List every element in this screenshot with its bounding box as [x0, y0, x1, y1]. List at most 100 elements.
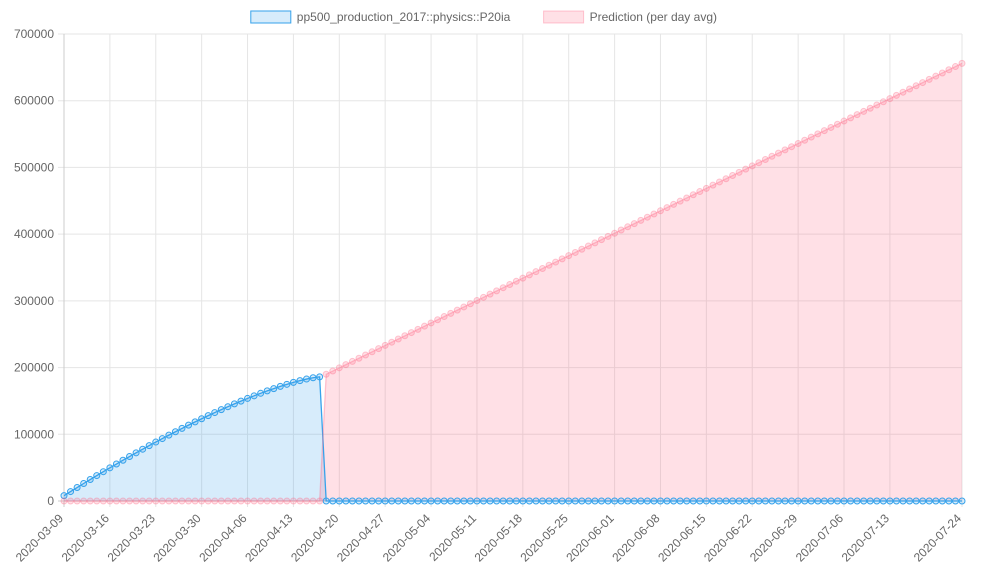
series-1-point[interactable] [919, 79, 927, 87]
series-0-point[interactable] [368, 497, 376, 505]
series-0-point[interactable] [637, 497, 645, 505]
series-1-point[interactable] [781, 146, 789, 154]
series-1-point[interactable] [912, 82, 920, 90]
series-0-point[interactable] [938, 497, 946, 505]
series-0-point[interactable] [493, 497, 501, 505]
series-1-point[interactable] [866, 104, 874, 112]
series-1-point[interactable] [132, 497, 140, 505]
series-1-point[interactable] [204, 497, 212, 505]
series-1-point[interactable] [86, 497, 94, 505]
series-0-point[interactable] [112, 460, 120, 468]
series-1-point[interactable] [407, 329, 415, 337]
series-0-point[interactable] [506, 497, 514, 505]
series-0-point[interactable] [558, 497, 566, 505]
series-0-point[interactable] [394, 497, 402, 505]
series-1-point[interactable] [925, 75, 933, 83]
series-1-point[interactable] [604, 232, 612, 240]
legend-item[interactable]: Prediction (per day avg) [543, 10, 717, 24]
series-1-point[interactable] [460, 303, 468, 311]
series-0-point[interactable] [158, 435, 166, 443]
series-0-point[interactable] [473, 497, 481, 505]
series-1-point[interactable] [480, 293, 487, 301]
series-1-point[interactable] [945, 66, 953, 74]
series-0-point[interactable] [906, 497, 914, 505]
series-1-point[interactable] [906, 85, 914, 93]
series-1-point[interactable] [591, 239, 599, 247]
series-1-point[interactable] [335, 364, 343, 372]
series-1-point[interactable] [237, 497, 245, 505]
series-0-point[interactable] [86, 476, 94, 484]
series-1-point[interactable] [899, 88, 907, 96]
series-0-point[interactable] [421, 497, 429, 505]
series-1-point[interactable] [198, 497, 206, 505]
series-0-point[interactable] [283, 380, 291, 388]
series-1-point[interactable] [499, 284, 507, 292]
series-1-point[interactable] [729, 172, 737, 180]
series-0-point[interactable] [466, 497, 474, 505]
series-0-point[interactable] [833, 497, 841, 505]
series-0-point[interactable] [689, 497, 697, 505]
series-1-point[interactable] [938, 69, 946, 77]
series-0-point[interactable] [755, 497, 763, 505]
series-0-point[interactable] [656, 497, 664, 505]
series-0-point[interactable] [198, 415, 206, 423]
series-1-point[interactable] [748, 162, 756, 170]
series-1-point[interactable] [794, 139, 802, 147]
series-0-point[interactable] [847, 497, 855, 505]
series-0-point[interactable] [794, 497, 802, 505]
series-0-point[interactable] [676, 497, 684, 505]
series-1-point[interactable] [185, 497, 193, 505]
series-1-point[interactable] [512, 277, 520, 285]
series-0-point[interactable] [702, 497, 710, 505]
series-0-point[interactable] [257, 389, 265, 397]
series-0-point[interactable] [335, 497, 343, 505]
series-0-point[interactable] [571, 497, 579, 505]
series-1-point[interactable] [584, 242, 592, 250]
series-0-point[interactable] [539, 497, 546, 505]
series-1-point[interactable] [93, 497, 101, 505]
series-1-point[interactable] [178, 497, 186, 505]
series-0-point[interactable] [60, 492, 68, 500]
series-0-point[interactable] [729, 497, 737, 505]
series-0-point[interactable] [407, 497, 415, 505]
series-0-point[interactable] [768, 497, 776, 505]
series-1-point[interactable] [126, 497, 134, 505]
series-0-point[interactable] [578, 497, 586, 505]
series-0-point[interactable] [178, 424, 186, 432]
series-1-point[interactable] [702, 184, 710, 192]
series-0-point[interactable] [722, 497, 730, 505]
series-0-point[interactable] [709, 497, 717, 505]
series-1-point[interactable] [519, 274, 527, 282]
series-1-point[interactable] [217, 497, 225, 505]
series-1-point[interactable] [329, 367, 337, 375]
series-1-point[interactable] [886, 95, 894, 103]
series-1-point[interactable] [139, 497, 147, 505]
series-0-point[interactable] [244, 394, 252, 402]
series-1-point[interactable] [309, 497, 317, 505]
series-1-point[interactable] [250, 497, 258, 505]
series-0-point[interactable] [945, 497, 953, 505]
series-1-point[interactable] [388, 338, 396, 346]
series-0-point[interactable] [866, 497, 874, 505]
series-0-point[interactable] [263, 387, 271, 395]
series-1-point[interactable] [60, 497, 68, 505]
series-0-point[interactable] [525, 497, 533, 505]
series-0-point[interactable] [296, 377, 304, 385]
series-1-point[interactable] [263, 497, 271, 505]
series-0-point[interactable] [145, 442, 153, 450]
series-0-point[interactable] [892, 497, 900, 505]
series-1-point[interactable] [958, 59, 966, 67]
series-0-point[interactable] [951, 497, 959, 505]
series-1-point[interactable] [801, 136, 809, 144]
series-1-point[interactable] [283, 497, 291, 505]
series-1-point[interactable] [303, 497, 311, 505]
series-1-point[interactable] [316, 497, 324, 505]
series-1-point[interactable] [624, 223, 632, 231]
series-0-point[interactable] [348, 497, 356, 505]
series-1-point[interactable] [322, 370, 330, 378]
series-0-point[interactable] [480, 497, 487, 505]
series-1-point[interactable] [617, 226, 625, 234]
series-1-point[interactable] [368, 348, 376, 356]
series-1-point[interactable] [761, 156, 769, 164]
series-0-point[interactable] [185, 421, 193, 429]
